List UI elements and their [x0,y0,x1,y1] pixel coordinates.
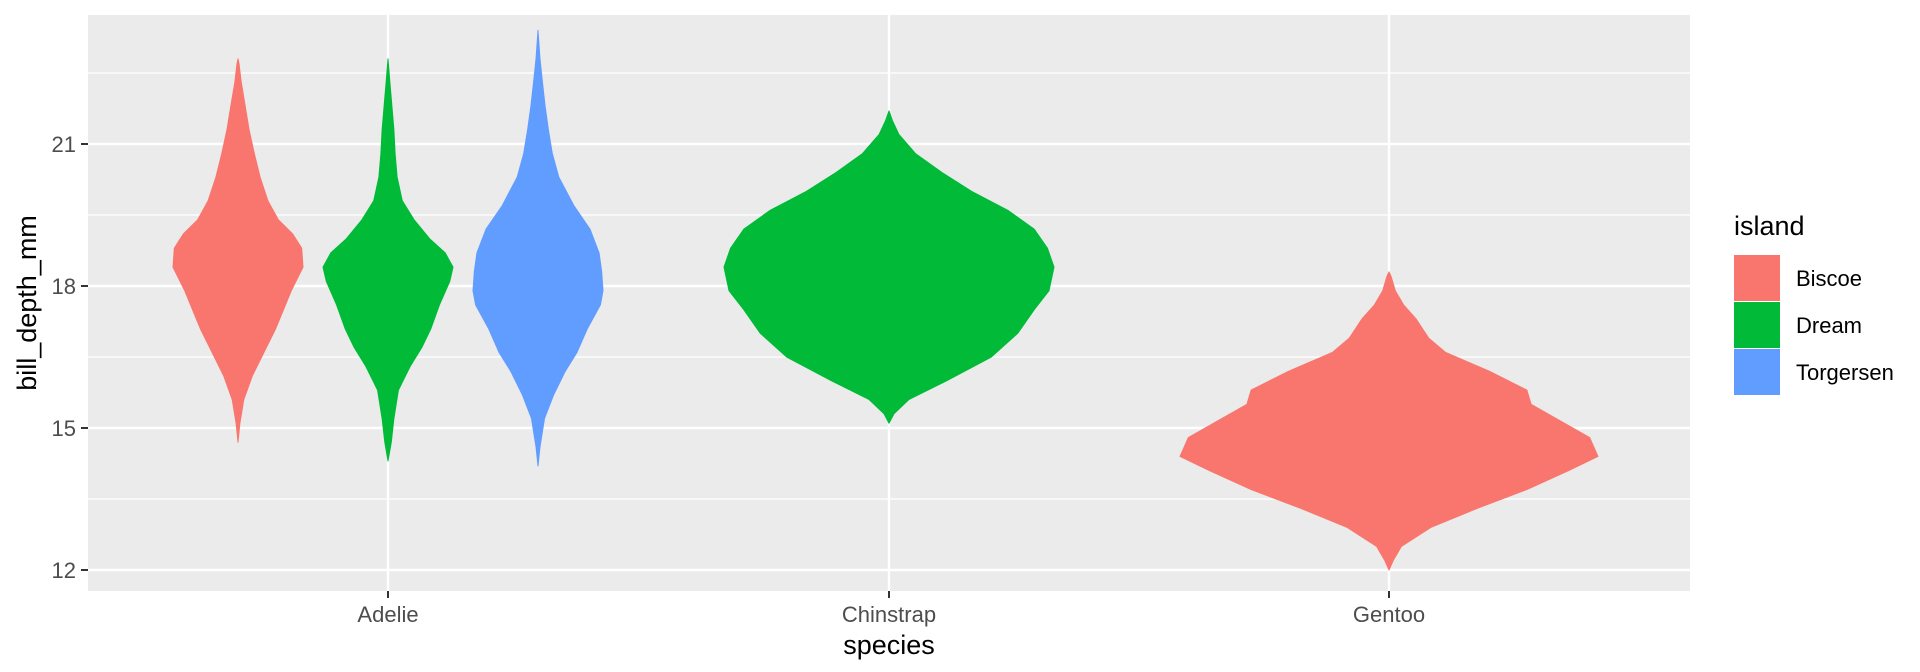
violin-gentoo-biscoe [1179,271,1599,571]
x-axis-title: species [843,630,935,660]
violin-adelie-biscoe [172,58,304,443]
y-axis: 12 15 18 21 [52,132,88,583]
y-axis-title: bill_depth_mm [12,215,42,391]
legend-label-biscoe: Biscoe [1796,266,1862,291]
y-tick-label: 12 [52,558,76,583]
legend-label-torgersen: Torgersen [1796,360,1894,385]
violin-adelie-torgersen [472,29,604,467]
x-tick-label-gentoo: Gentoo [1353,602,1425,627]
y-tick-label: 15 [52,416,76,441]
x-tick-label-adelie: Adelie [357,602,418,627]
y-tick-label: 21 [52,132,76,157]
violin-adelie-dream [322,58,454,462]
y-tick-label: 18 [52,274,76,299]
legend-title: island [1734,211,1805,241]
x-axis: Adelie Chinstrap Gentoo [357,591,1425,627]
legend-key-torgersen [1734,349,1780,395]
legend-key-biscoe [1734,255,1780,301]
legend: island Biscoe Dream Torgersen [1734,211,1894,395]
legend-label-dream: Dream [1796,313,1862,338]
x-tick-label-chinstrap: Chinstrap [842,602,936,627]
violins [172,29,1599,571]
violin-chinstrap-dream [723,110,1055,424]
legend-key-dream [1734,302,1780,348]
